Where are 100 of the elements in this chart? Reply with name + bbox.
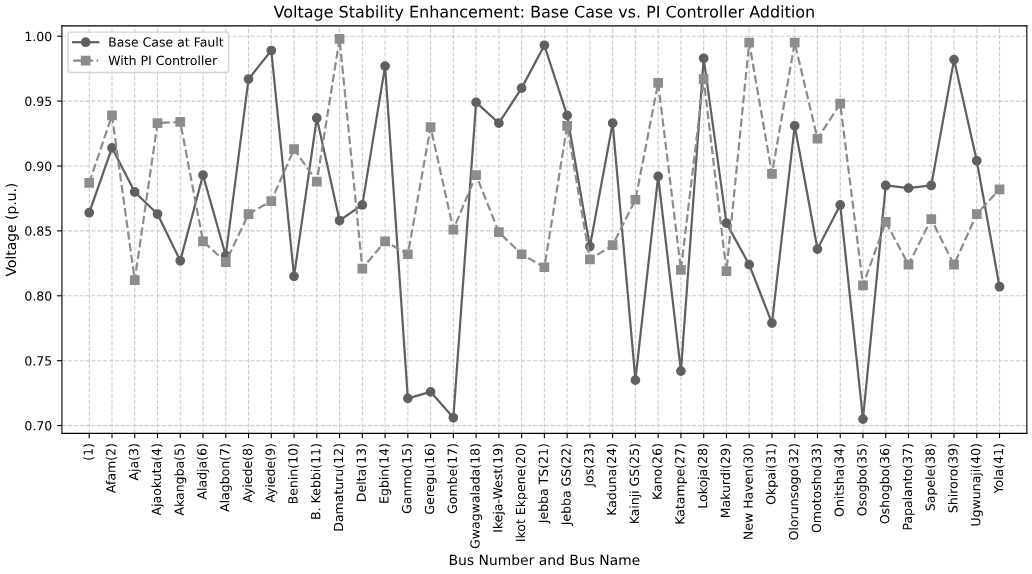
x-tick-label: Omotosho(33): [811, 444, 823, 533]
point: [266, 196, 277, 206]
point: [698, 74, 709, 84]
x-tick-label: B. Kebbi(11): [310, 444, 322, 519]
point: [129, 187, 140, 197]
point: [653, 78, 664, 88]
x-tick-label: Delta(13): [356, 444, 368, 501]
point: [653, 171, 664, 182]
x-tick-label: Ganmo(15): [401, 444, 413, 514]
point: [585, 254, 595, 265]
point: [425, 122, 436, 132]
point: [471, 97, 481, 108]
point: [858, 280, 868, 291]
y-tick-label: 1.00: [25, 31, 52, 42]
point: [926, 214, 937, 225]
x-tick-label: Afam(2): [105, 444, 118, 494]
point: [562, 120, 572, 131]
point: [448, 224, 459, 235]
x-tick-label: Kaduna(24): [606, 444, 618, 515]
point: [903, 183, 914, 193]
y-axis-title: Voltage (p.u.): [5, 183, 19, 277]
point: [767, 168, 777, 179]
x-tick-label: Oshogbo(36): [879, 444, 892, 524]
x-tick-label: Gwagwalada(18): [470, 444, 483, 549]
point: [175, 117, 186, 127]
point: [630, 194, 641, 205]
point: [494, 118, 504, 129]
point: [289, 144, 299, 154]
x-tick-label: Ikeja-West(19): [492, 444, 505, 532]
x-tick-label: Ajaokuta(4): [151, 444, 164, 516]
point: [357, 263, 368, 274]
x-tick-label: Papalanto(37): [902, 444, 915, 530]
point: [812, 244, 823, 254]
point: [448, 412, 459, 423]
y-tick-label: 0.85: [25, 226, 52, 236]
point: [676, 366, 686, 376]
point: [380, 61, 390, 71]
x-tick-label: Jebba TS(21): [538, 444, 551, 524]
point: [84, 207, 95, 218]
point: [971, 155, 982, 166]
x-axis-title: Bus Number and Bus Name: [449, 554, 640, 566]
point: [698, 53, 709, 64]
x-tick-label: Lokoja(28): [697, 444, 710, 508]
x-tick-label: Okpai(31): [765, 444, 778, 505]
x-tick-label: Akangba(5): [174, 444, 187, 516]
x-tick-label: Ayiede(8): [242, 444, 255, 503]
point: [402, 249, 413, 260]
x-tick-label: Makurdi(29): [720, 444, 732, 518]
point: [539, 40, 550, 51]
x-tick-label: Geregu(16): [424, 444, 437, 514]
point: [334, 33, 345, 44]
x-tick-label: Onitsha(34): [834, 444, 846, 517]
point: [84, 178, 95, 188]
point: [129, 275, 140, 286]
point: [311, 176, 322, 187]
point: [812, 133, 823, 144]
x-tick-label: Ikot Ekpene(20): [515, 444, 528, 541]
point: [744, 259, 755, 270]
point: [767, 318, 777, 328]
x-tick-label: Jos(23): [583, 444, 596, 488]
point: [721, 266, 732, 276]
point: [903, 259, 914, 270]
x-tick-label: Ayiede(9): [265, 444, 278, 503]
x-tick-label: Gombe(17): [447, 444, 459, 514]
point: [243, 74, 254, 84]
point: [971, 209, 982, 219]
y-tick-label: 0.90: [25, 161, 52, 171]
legend-label: Base Case at Fault: [109, 37, 224, 47]
point: [721, 218, 732, 228]
point: [494, 227, 504, 238]
point: [220, 257, 231, 267]
x-tick-label: Alagbon(7): [219, 444, 232, 512]
x-tick-label: Kano(26): [652, 444, 664, 499]
point: [289, 271, 299, 282]
point: [949, 54, 959, 65]
point: [266, 45, 277, 56]
point: [858, 414, 868, 424]
x-tick-label: Jebba GS(22): [561, 444, 574, 526]
point: [676, 264, 686, 275]
x-tick-label: Olorunsogo(32): [788, 444, 801, 540]
point: [198, 170, 208, 180]
point: [630, 375, 641, 386]
legend-label: With PI Controller: [108, 55, 218, 66]
point: [880, 180, 891, 191]
point: [334, 215, 345, 226]
point: [198, 236, 208, 247]
point: [949, 259, 959, 270]
point: [835, 200, 846, 210]
x-tick-label: Damaturu(12): [333, 444, 345, 531]
point: [744, 37, 755, 48]
point: [152, 209, 163, 219]
point: [107, 142, 117, 153]
chart-title: Voltage Stability Enhancement: Base Case vs. PI Controller Addition: [273, 5, 814, 21]
point: [402, 393, 413, 404]
y-tick-label: 0.75: [25, 356, 52, 366]
point: [243, 209, 254, 219]
point: [311, 113, 322, 123]
y-tick-label: 0.80: [25, 291, 52, 301]
point: [789, 37, 800, 48]
x-tick-label: Ugwunaji(40): [970, 444, 983, 526]
